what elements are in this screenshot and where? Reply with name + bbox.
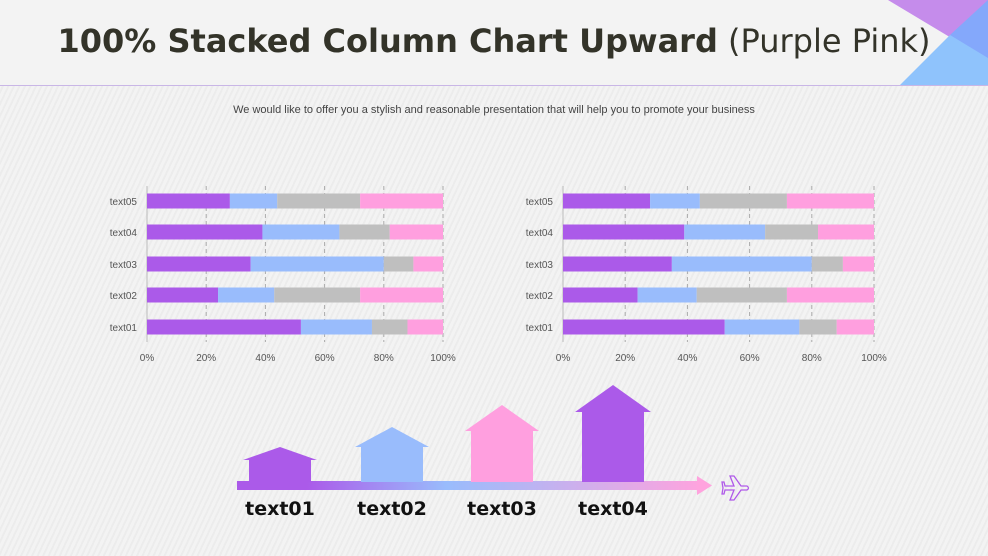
bar-segment [563,287,638,303]
bar-segment [818,224,874,240]
bar-segment [684,224,766,240]
bar-segment [724,319,800,335]
chart-2: 0% 20% 40% 60% 80% 100% text01 text02 text03 text… [526,186,887,364]
x-tick-label: 60% [740,353,760,364]
bar-segment [650,193,700,209]
bar-segment [360,287,443,303]
y-tick-label: text04 [526,228,554,239]
upward-arrow-4 [575,385,651,482]
growth-infographic [237,385,750,501]
bar-segment [786,287,874,303]
bar-segment [413,256,443,272]
upward-arrow-1 [243,447,317,482]
bar-segment [836,319,874,335]
y-tick-label: text03 [526,260,554,271]
header: 100% Stacked Column Chart Upward (Purple… [0,0,988,86]
bar-segment [696,287,787,303]
x-tick-label: 100% [430,353,456,364]
y-tick-label: text05 [526,197,554,208]
bar-segment [563,319,725,335]
bar-segment [300,319,372,335]
x-tick-label: 20% [196,353,216,364]
x-tick-label: 20% [615,353,635,364]
x-tick-label: 0% [556,353,571,364]
corner-decoration [888,0,988,85]
bar-segment [563,224,685,240]
y-tick-label: text01 [526,323,554,334]
page-title: 100% Stacked Column Chart Upward (Purple… [57,22,931,60]
bar-segment [671,256,812,272]
x-tick-label: 80% [374,353,394,364]
y-tick-label: text05 [110,197,138,208]
bar-segment [765,224,819,240]
step-label: text01 [245,498,315,520]
bar-segment [842,256,874,272]
airplane-icon [721,475,750,501]
step-label: text03 [467,498,537,520]
bar-segment [811,256,843,272]
subtitle: We would like to offer you a stylish and… [233,104,755,116]
airplane-shape [721,475,750,501]
bar-segment [799,319,837,335]
bar-segment [147,193,230,209]
bar-segment [383,256,414,272]
bar-segment [250,256,384,272]
bar-segment [147,224,263,240]
bar-segment [277,193,361,209]
bar-segment [262,224,340,240]
y-tick-label: text01 [110,323,138,334]
bar-segment [339,224,390,240]
bar-segment [699,193,787,209]
y-tick-label: text02 [110,291,138,302]
upward-arrow-3 [465,405,539,482]
bar-segment [563,256,672,272]
upward-arrow-2 [355,427,429,482]
chart-1: 0% 20% 40% 60% 80% 100% text01 text02 text03 text… [110,186,456,364]
bar-segment [786,193,874,209]
bar-segment [371,319,408,335]
bar-segment [407,319,443,335]
bar-segment [563,193,651,209]
bar-segment [147,287,219,303]
y-tick-label: text04 [110,228,138,239]
x-tick-label: 80% [802,353,822,364]
step-label: text02 [357,498,427,520]
step-label: text04 [578,498,648,520]
y-tick-label: text02 [526,291,554,302]
bar-segment [360,193,443,209]
bar-segment [147,319,301,335]
timeline-bar [237,481,702,490]
bar-segment [274,287,361,303]
x-tick-label: 100% [861,353,887,364]
bar-segment [389,224,443,240]
bar-segment [637,287,697,303]
bar-segment [147,256,251,272]
x-tick-label: 60% [315,353,335,364]
y-tick-label: text03 [110,260,138,271]
x-tick-label: 0% [140,353,155,364]
bar-segment [218,287,275,303]
x-tick-label: 40% [677,353,697,364]
timeline-arrowhead [697,476,712,495]
x-tick-label: 40% [255,353,275,364]
bar-segment [229,193,278,209]
